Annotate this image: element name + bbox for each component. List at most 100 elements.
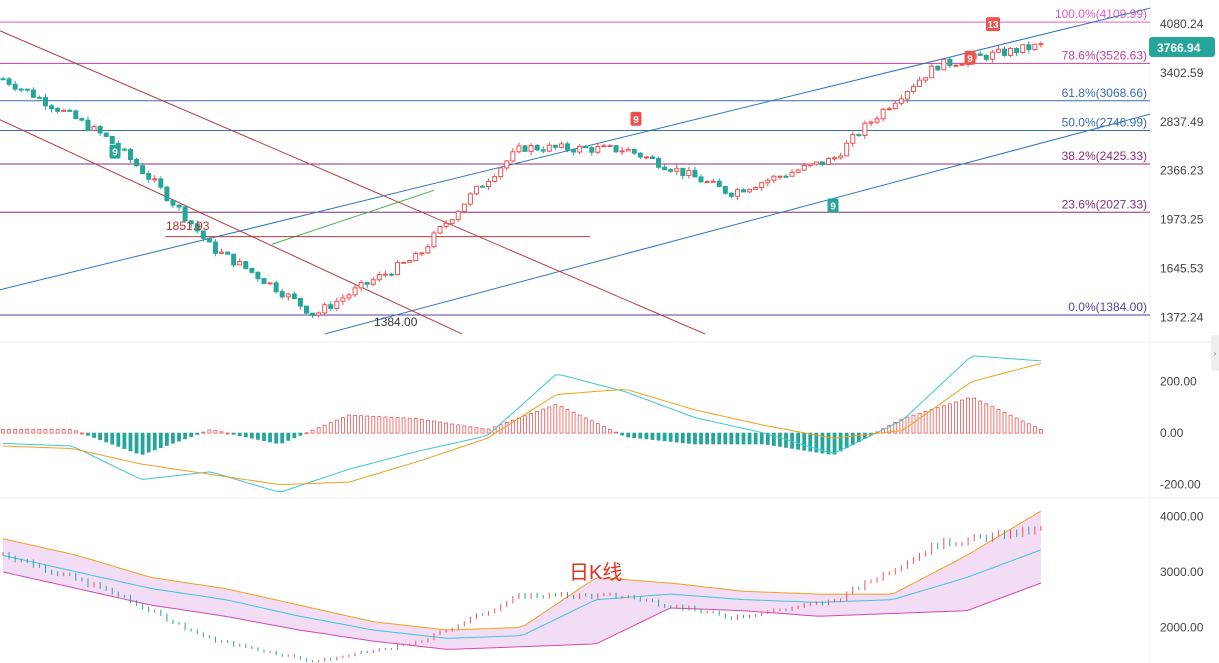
candle-body — [6, 78, 12, 85]
macd-histogram-bar — [693, 432, 697, 445]
candle-body — [261, 278, 267, 284]
candle-body — [923, 77, 929, 81]
macd-histogram-bar — [1020, 420, 1025, 434]
candle-body — [225, 251, 231, 255]
candle-body — [959, 63, 965, 66]
candle-body — [413, 252, 419, 262]
candle-body — [103, 132, 109, 137]
macd-histogram-bar — [183, 432, 187, 440]
candle-body — [200, 230, 206, 239]
macd-histogram-bar — [225, 432, 230, 435]
macd-histogram-bar — [401, 417, 406, 434]
panel-resize-handle[interactable]: › — [1211, 335, 1219, 371]
candle-body — [947, 58, 953, 66]
macd-histogram-bar — [947, 403, 952, 434]
fib-level-label: 50.0%(2746.99) — [1062, 116, 1147, 130]
candle-body — [1014, 47, 1020, 53]
candle-body — [461, 203, 467, 212]
last-price-value: 3766.94 — [1157, 41, 1201, 55]
candle-body — [783, 175, 789, 178]
candle-body — [407, 260, 413, 263]
macd-histogram-bar — [249, 432, 254, 439]
macd-histogram-bar — [146, 432, 151, 453]
candle-body — [546, 144, 552, 152]
candle-body — [364, 281, 370, 285]
macd-histogram-bar — [237, 432, 242, 436]
candle-body — [316, 312, 322, 316]
candle-body — [613, 145, 619, 153]
candle-body — [395, 262, 401, 276]
price-tick-label: 2837.49 — [1160, 115, 1204, 129]
macd-histogram-bar — [128, 432, 133, 452]
candle-body — [601, 145, 607, 148]
candle-body — [886, 108, 892, 111]
trend-line — [0, 119, 463, 335]
candle-body — [765, 179, 771, 184]
signal-marker-label: 9 — [633, 115, 639, 126]
candle-body — [134, 159, 140, 167]
macd-histogram-bar — [686, 432, 691, 444]
candle-body — [929, 65, 935, 79]
price-tick-label: 2366.23 — [1160, 164, 1204, 178]
macd-histogram-bar — [122, 432, 127, 449]
candle-body — [734, 189, 740, 197]
candle-body — [528, 145, 534, 152]
macd-histogram-bar — [61, 429, 66, 434]
macd-histogram-bar — [935, 407, 940, 434]
macd-histogram-bar — [741, 432, 746, 445]
candle-body — [243, 261, 249, 269]
candle-body — [656, 157, 662, 168]
macd-histogram-bar — [814, 432, 819, 453]
macd-dif-line — [2, 355, 1041, 493]
candle-body — [832, 157, 838, 160]
candle-body — [649, 156, 655, 159]
candle-body — [85, 119, 91, 131]
macd-histogram-bar — [984, 403, 989, 434]
candle-body — [376, 274, 382, 281]
macd-histogram-bar — [832, 432, 837, 455]
candle-body — [30, 89, 36, 98]
candlestick-series — [0, 41, 1044, 318]
candle-body — [807, 163, 813, 167]
candle-body — [303, 305, 309, 314]
candle-body — [795, 169, 801, 173]
last-price-badge-bg — [1149, 37, 1215, 57]
macd-histogram-bar — [213, 430, 218, 434]
candle-body — [401, 261, 407, 264]
candle-body — [97, 126, 103, 134]
candle-body — [231, 253, 237, 266]
daily-kline-label: 日K线 — [569, 561, 622, 584]
candle-body — [352, 287, 358, 296]
price-tick-label: 1645.53 — [1160, 261, 1204, 275]
macd-histogram-bar — [990, 406, 995, 434]
candle-body — [449, 219, 455, 224]
macd-histogram-bar — [80, 432, 84, 435]
price-axis: 4080.24 3402.59 2837.49 2366.23 1973.25 1645.… — [1160, 17, 1204, 324]
macd-histogram-bar — [195, 432, 200, 435]
candle-body — [862, 122, 868, 136]
macd-histogram-bar — [589, 420, 594, 434]
macd-histogram-bar — [723, 432, 728, 445]
candle-body — [455, 210, 461, 221]
signal-marker-label: 13 — [987, 20, 999, 31]
macd-histogram-bar — [620, 432, 625, 436]
boll-tick-label: 4000.00 — [1160, 510, 1204, 524]
trend-line — [0, 30, 706, 335]
candle-body — [388, 273, 394, 276]
signal-marker-label: 9 — [967, 54, 973, 65]
macd-histogram-bar — [292, 432, 297, 439]
macd-histogram-bar — [371, 415, 376, 434]
candle-body — [813, 161, 819, 165]
macd-histogram-bar — [856, 432, 861, 442]
price-tick-label: 1372.24 — [1160, 310, 1204, 324]
macd-histogram-bar — [735, 432, 740, 445]
signal-marker — [964, 50, 976, 65]
macd-histogram-bar — [377, 416, 382, 434]
candle-body — [583, 145, 589, 149]
macd-histogram-bar — [158, 432, 163, 449]
macd-histogram-bar — [820, 432, 825, 454]
candle-body — [631, 148, 637, 154]
macd-histogram-bar — [996, 409, 1001, 434]
candle-body — [716, 180, 722, 187]
